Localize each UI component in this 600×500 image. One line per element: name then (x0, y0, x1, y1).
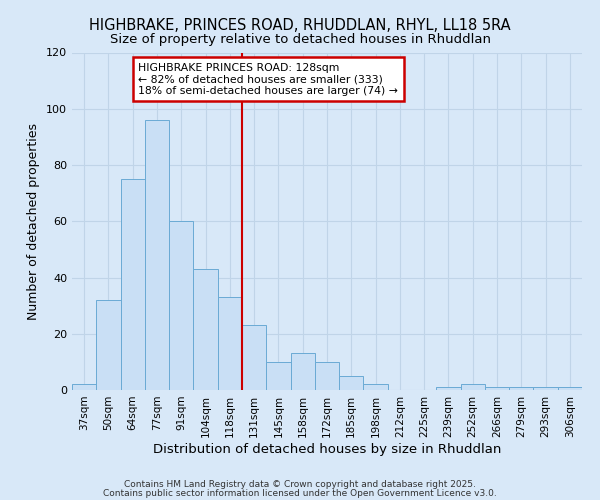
Bar (96, 300, 121, 390)
Bar (266, 362, 290, 390)
Bar (290, 354, 315, 390)
Bar (121, 179, 145, 390)
Bar (509, 387, 533, 390)
Text: HIGHBRAKE PRINCES ROAD: 128sqm
← 82% of detached houses are smaller (333)
18% of: HIGHBRAKE PRINCES ROAD: 128sqm ← 82% of … (139, 62, 398, 96)
Bar (72, 384, 96, 390)
Bar (364, 384, 388, 390)
X-axis label: Distribution of detached houses by size in Rhuddlan: Distribution of detached houses by size … (153, 442, 501, 456)
Bar (339, 376, 364, 390)
Bar (436, 387, 461, 390)
Bar (242, 326, 266, 390)
Bar (218, 297, 242, 390)
Bar (485, 387, 509, 390)
Bar (315, 362, 339, 390)
Bar (558, 387, 582, 390)
Text: Contains public sector information licensed under the Open Government Licence v3: Contains public sector information licen… (103, 488, 497, 498)
Bar (193, 269, 218, 390)
Text: HIGHBRAKE, PRINCES ROAD, RHUDDLAN, RHYL, LL18 5RA: HIGHBRAKE, PRINCES ROAD, RHUDDLAN, RHYL,… (89, 18, 511, 32)
Bar (145, 120, 169, 390)
Bar (169, 221, 193, 390)
Bar (533, 387, 558, 390)
Text: Contains HM Land Registry data © Crown copyright and database right 2025.: Contains HM Land Registry data © Crown c… (124, 480, 476, 489)
Text: Size of property relative to detached houses in Rhuddlan: Size of property relative to detached ho… (110, 32, 491, 46)
Bar (461, 384, 485, 390)
Y-axis label: Number of detached properties: Number of detached properties (28, 122, 40, 320)
